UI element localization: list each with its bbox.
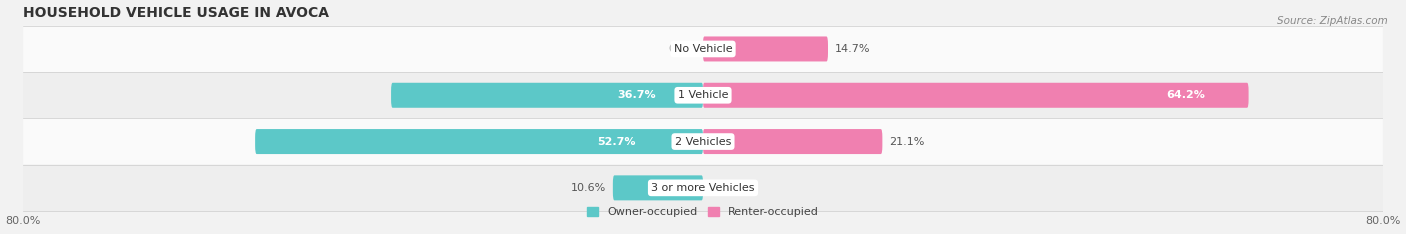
Legend: Owner-occupied, Renter-occupied: Owner-occupied, Renter-occupied xyxy=(586,207,820,217)
Text: 2 Vehicles: 2 Vehicles xyxy=(675,137,731,146)
FancyBboxPatch shape xyxy=(703,83,1249,108)
Text: 10.6%: 10.6% xyxy=(571,183,606,193)
Text: 52.7%: 52.7% xyxy=(598,137,636,146)
Text: No Vehicle: No Vehicle xyxy=(673,44,733,54)
Text: 1 Vehicle: 1 Vehicle xyxy=(678,90,728,100)
Text: 3 or more Vehicles: 3 or more Vehicles xyxy=(651,183,755,193)
FancyBboxPatch shape xyxy=(254,129,703,154)
FancyBboxPatch shape xyxy=(24,72,1382,118)
FancyBboxPatch shape xyxy=(703,37,828,62)
Text: 36.7%: 36.7% xyxy=(617,90,657,100)
FancyBboxPatch shape xyxy=(391,83,703,108)
FancyBboxPatch shape xyxy=(703,129,883,154)
Text: Source: ZipAtlas.com: Source: ZipAtlas.com xyxy=(1277,16,1388,26)
Text: HOUSEHOLD VEHICLE USAGE IN AVOCA: HOUSEHOLD VEHICLE USAGE IN AVOCA xyxy=(24,6,329,20)
Text: 64.2%: 64.2% xyxy=(1166,90,1205,100)
FancyBboxPatch shape xyxy=(613,175,703,200)
Text: 0.0%: 0.0% xyxy=(710,183,738,193)
FancyBboxPatch shape xyxy=(24,26,1382,72)
FancyBboxPatch shape xyxy=(24,165,1382,211)
FancyBboxPatch shape xyxy=(24,118,1382,165)
Text: 0.0%: 0.0% xyxy=(668,44,696,54)
Text: 21.1%: 21.1% xyxy=(889,137,925,146)
Text: 14.7%: 14.7% xyxy=(835,44,870,54)
